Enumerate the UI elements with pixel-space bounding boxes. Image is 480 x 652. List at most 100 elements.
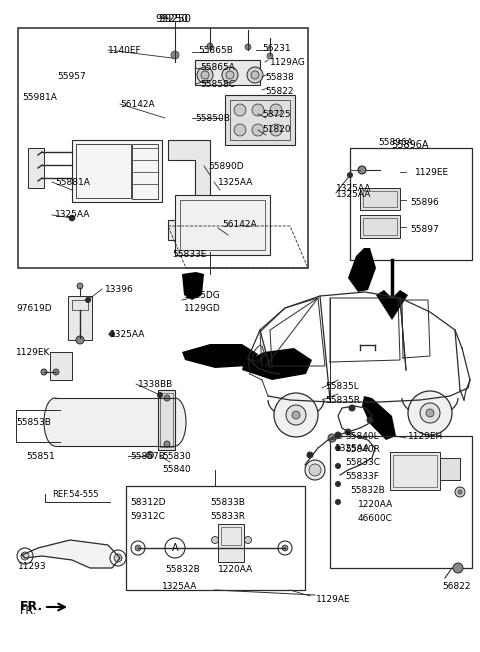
Circle shape bbox=[207, 43, 213, 49]
Text: 56142A: 56142A bbox=[120, 100, 155, 109]
Bar bbox=[360, 215, 400, 238]
Circle shape bbox=[251, 71, 259, 79]
Text: 1325AA: 1325AA bbox=[55, 210, 90, 219]
Text: 1325AA: 1325AA bbox=[162, 582, 198, 591]
Text: 55835R: 55835R bbox=[325, 396, 360, 405]
Circle shape bbox=[85, 297, 91, 303]
Circle shape bbox=[110, 550, 126, 566]
Bar bbox=[330, 436, 472, 568]
Text: 55833F: 55833F bbox=[345, 472, 379, 481]
Circle shape bbox=[408, 391, 452, 435]
Text: 55896A: 55896A bbox=[391, 140, 429, 150]
Circle shape bbox=[286, 405, 306, 425]
Text: 1129AE: 1129AE bbox=[316, 595, 350, 604]
Bar bbox=[18, 28, 308, 268]
Circle shape bbox=[455, 487, 465, 497]
Bar bbox=[68, 296, 92, 340]
Text: 55838: 55838 bbox=[265, 73, 294, 82]
Bar bbox=[132, 144, 158, 199]
Polygon shape bbox=[22, 540, 120, 568]
Text: 1325AA: 1325AA bbox=[218, 178, 253, 187]
Text: 55832B: 55832B bbox=[165, 565, 200, 574]
Circle shape bbox=[244, 537, 252, 544]
Text: 55957: 55957 bbox=[57, 72, 86, 81]
Text: 55840: 55840 bbox=[162, 465, 191, 474]
Bar bbox=[360, 188, 400, 210]
Circle shape bbox=[336, 499, 340, 505]
Circle shape bbox=[114, 554, 122, 562]
Text: 51820: 51820 bbox=[262, 125, 290, 134]
Circle shape bbox=[222, 67, 238, 83]
Text: 55865A: 55865A bbox=[200, 63, 235, 72]
Text: 56142A: 56142A bbox=[222, 220, 257, 229]
Text: 99250: 99250 bbox=[156, 14, 189, 24]
Circle shape bbox=[146, 451, 154, 458]
Text: 55897: 55897 bbox=[410, 225, 439, 234]
Bar bbox=[72, 140, 162, 202]
Text: 55833R: 55833R bbox=[210, 512, 245, 521]
Circle shape bbox=[358, 166, 366, 174]
Circle shape bbox=[77, 283, 83, 289]
Circle shape bbox=[292, 411, 300, 419]
Text: 55981A: 55981A bbox=[22, 93, 57, 102]
Circle shape bbox=[234, 104, 246, 116]
Polygon shape bbox=[348, 248, 376, 292]
Polygon shape bbox=[376, 290, 408, 320]
Text: REF.54-555: REF.54-555 bbox=[52, 490, 98, 499]
Text: 55865B: 55865B bbox=[198, 46, 233, 55]
Circle shape bbox=[41, 369, 47, 375]
Circle shape bbox=[345, 429, 351, 435]
Text: 55857B: 55857B bbox=[130, 452, 165, 461]
Circle shape bbox=[367, 417, 373, 423]
Text: 55896: 55896 bbox=[410, 198, 439, 207]
Circle shape bbox=[245, 44, 251, 50]
Text: 1338BB: 1338BB bbox=[138, 380, 173, 389]
Text: 1129AG: 1129AG bbox=[270, 58, 306, 67]
Circle shape bbox=[274, 393, 318, 437]
Text: 55858C: 55858C bbox=[200, 80, 235, 89]
Circle shape bbox=[212, 537, 218, 544]
Text: 55890D: 55890D bbox=[208, 162, 244, 171]
Polygon shape bbox=[182, 344, 258, 368]
Text: 97619D: 97619D bbox=[16, 304, 52, 313]
Circle shape bbox=[426, 409, 434, 417]
Bar bbox=[76, 144, 131, 198]
Circle shape bbox=[247, 67, 263, 83]
Bar bbox=[393, 455, 437, 487]
Circle shape bbox=[282, 545, 288, 551]
Bar bbox=[72, 300, 88, 310]
Circle shape bbox=[17, 548, 33, 564]
Bar bbox=[221, 527, 241, 545]
Bar bbox=[175, 195, 270, 255]
Text: 55881A: 55881A bbox=[55, 178, 90, 187]
Bar bbox=[440, 458, 460, 480]
Circle shape bbox=[336, 481, 340, 486]
Circle shape bbox=[278, 541, 292, 555]
Circle shape bbox=[164, 395, 170, 401]
Circle shape bbox=[165, 538, 185, 558]
Text: 55833E: 55833E bbox=[172, 250, 206, 259]
Ellipse shape bbox=[44, 398, 66, 446]
Bar bbox=[180, 200, 265, 250]
Circle shape bbox=[135, 545, 141, 551]
Text: 1125DG: 1125DG bbox=[184, 291, 221, 300]
Text: 55830: 55830 bbox=[162, 452, 191, 461]
Circle shape bbox=[109, 331, 115, 336]
Bar bbox=[126, 486, 305, 590]
Circle shape bbox=[197, 67, 213, 83]
Text: 1129EE: 1129EE bbox=[415, 168, 449, 177]
Circle shape bbox=[76, 336, 84, 344]
Text: 1325AA: 1325AA bbox=[336, 190, 372, 199]
Text: 55840R: 55840R bbox=[345, 445, 380, 454]
Circle shape bbox=[53, 369, 59, 375]
Circle shape bbox=[270, 104, 282, 116]
Circle shape bbox=[309, 464, 321, 476]
Text: 1325AA: 1325AA bbox=[110, 330, 145, 339]
Circle shape bbox=[164, 441, 170, 447]
Text: 59312C: 59312C bbox=[130, 512, 165, 521]
Text: 55832B: 55832B bbox=[350, 486, 385, 495]
Polygon shape bbox=[260, 298, 318, 366]
Circle shape bbox=[328, 434, 336, 442]
Text: 46600C: 46600C bbox=[358, 514, 393, 523]
Text: 58312D: 58312D bbox=[130, 498, 166, 507]
